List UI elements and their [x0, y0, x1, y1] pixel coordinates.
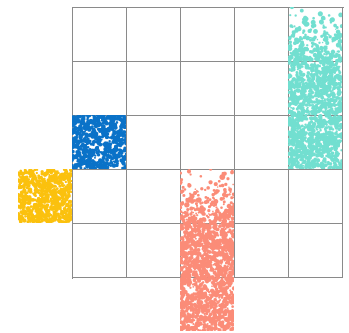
grid-cell[interactable]	[181, 62, 235, 116]
grid-cell[interactable]	[181, 8, 235, 62]
grid-cell[interactable]	[127, 8, 181, 62]
piece-salmon-texture	[180, 169, 234, 331]
piece-blue-texture	[72, 115, 126, 169]
grid-cell[interactable]	[73, 116, 127, 170]
grid-cell[interactable]	[73, 8, 127, 62]
grid-cell[interactable]	[235, 62, 289, 116]
grid-cell[interactable]	[73, 62, 127, 116]
grid-cell[interactable]	[289, 8, 343, 62]
grid-cell[interactable]	[235, 170, 289, 224]
piece-yellow-texture	[18, 169, 72, 223]
grid-cell[interactable]	[127, 62, 181, 116]
grid-cell[interactable]	[181, 116, 235, 170]
grid-cell[interactable]	[235, 116, 289, 170]
piece-yellow[interactable]	[18, 169, 72, 223]
grid-cell[interactable]	[235, 224, 289, 278]
grid-cell[interactable]	[289, 224, 343, 278]
grid-cell[interactable]	[289, 116, 343, 170]
grid-cell[interactable]	[127, 116, 181, 170]
piece-teal[interactable]	[288, 7, 342, 169]
grid-cell[interactable]	[181, 170, 235, 224]
grid-cell[interactable]	[73, 170, 127, 224]
piece-blue[interactable]	[72, 115, 126, 169]
grid-cell[interactable]	[127, 170, 181, 224]
game-grid	[72, 7, 344, 279]
grid-cell[interactable]	[73, 224, 127, 278]
grid-cell[interactable]	[127, 224, 181, 278]
grid-cell[interactable]	[289, 170, 343, 224]
grid-cell[interactable]	[289, 62, 343, 116]
piece-salmon[interactable]	[180, 169, 234, 331]
piece-teal-texture	[288, 7, 342, 169]
grid-cell[interactable]	[235, 8, 289, 62]
